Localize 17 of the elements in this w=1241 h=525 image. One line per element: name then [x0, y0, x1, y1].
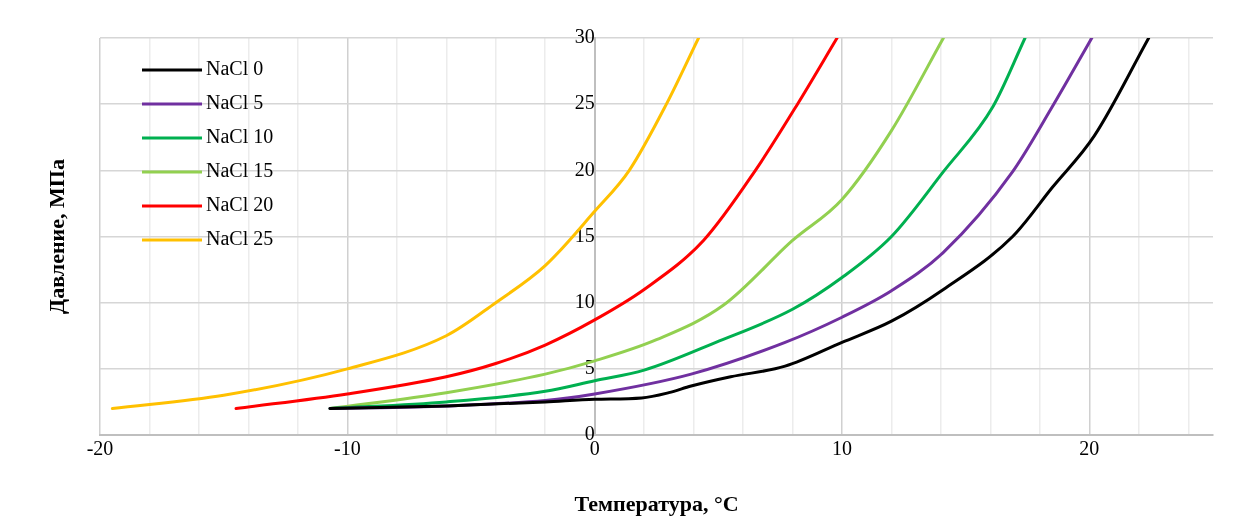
x-tick-label: -20: [86, 437, 114, 460]
legend-label: NaCl 5: [206, 91, 264, 114]
y-tick-label: 30: [574, 25, 595, 48]
y-tick-label: 20: [574, 157, 595, 180]
y-tick-label: 10: [574, 289, 595, 312]
legend-label: NaCl 15: [206, 159, 274, 182]
x-tick-label: 10: [832, 437, 852, 460]
y-axis-title: Давление, МПа: [43, 159, 69, 314]
legend-label: NaCl 0: [206, 57, 264, 80]
x-tick-label: 20: [1079, 437, 1100, 460]
x-tick-label: -10: [334, 437, 361, 460]
y-tick-label: 15: [574, 223, 595, 246]
y-tick-label: 25: [574, 91, 595, 114]
legend-label: NaCl 10: [206, 125, 274, 148]
legend-label: NaCl 25: [206, 227, 274, 250]
x-axis-title: Температура, °C: [574, 490, 739, 516]
legend-label: NaCl 20: [206, 193, 274, 216]
